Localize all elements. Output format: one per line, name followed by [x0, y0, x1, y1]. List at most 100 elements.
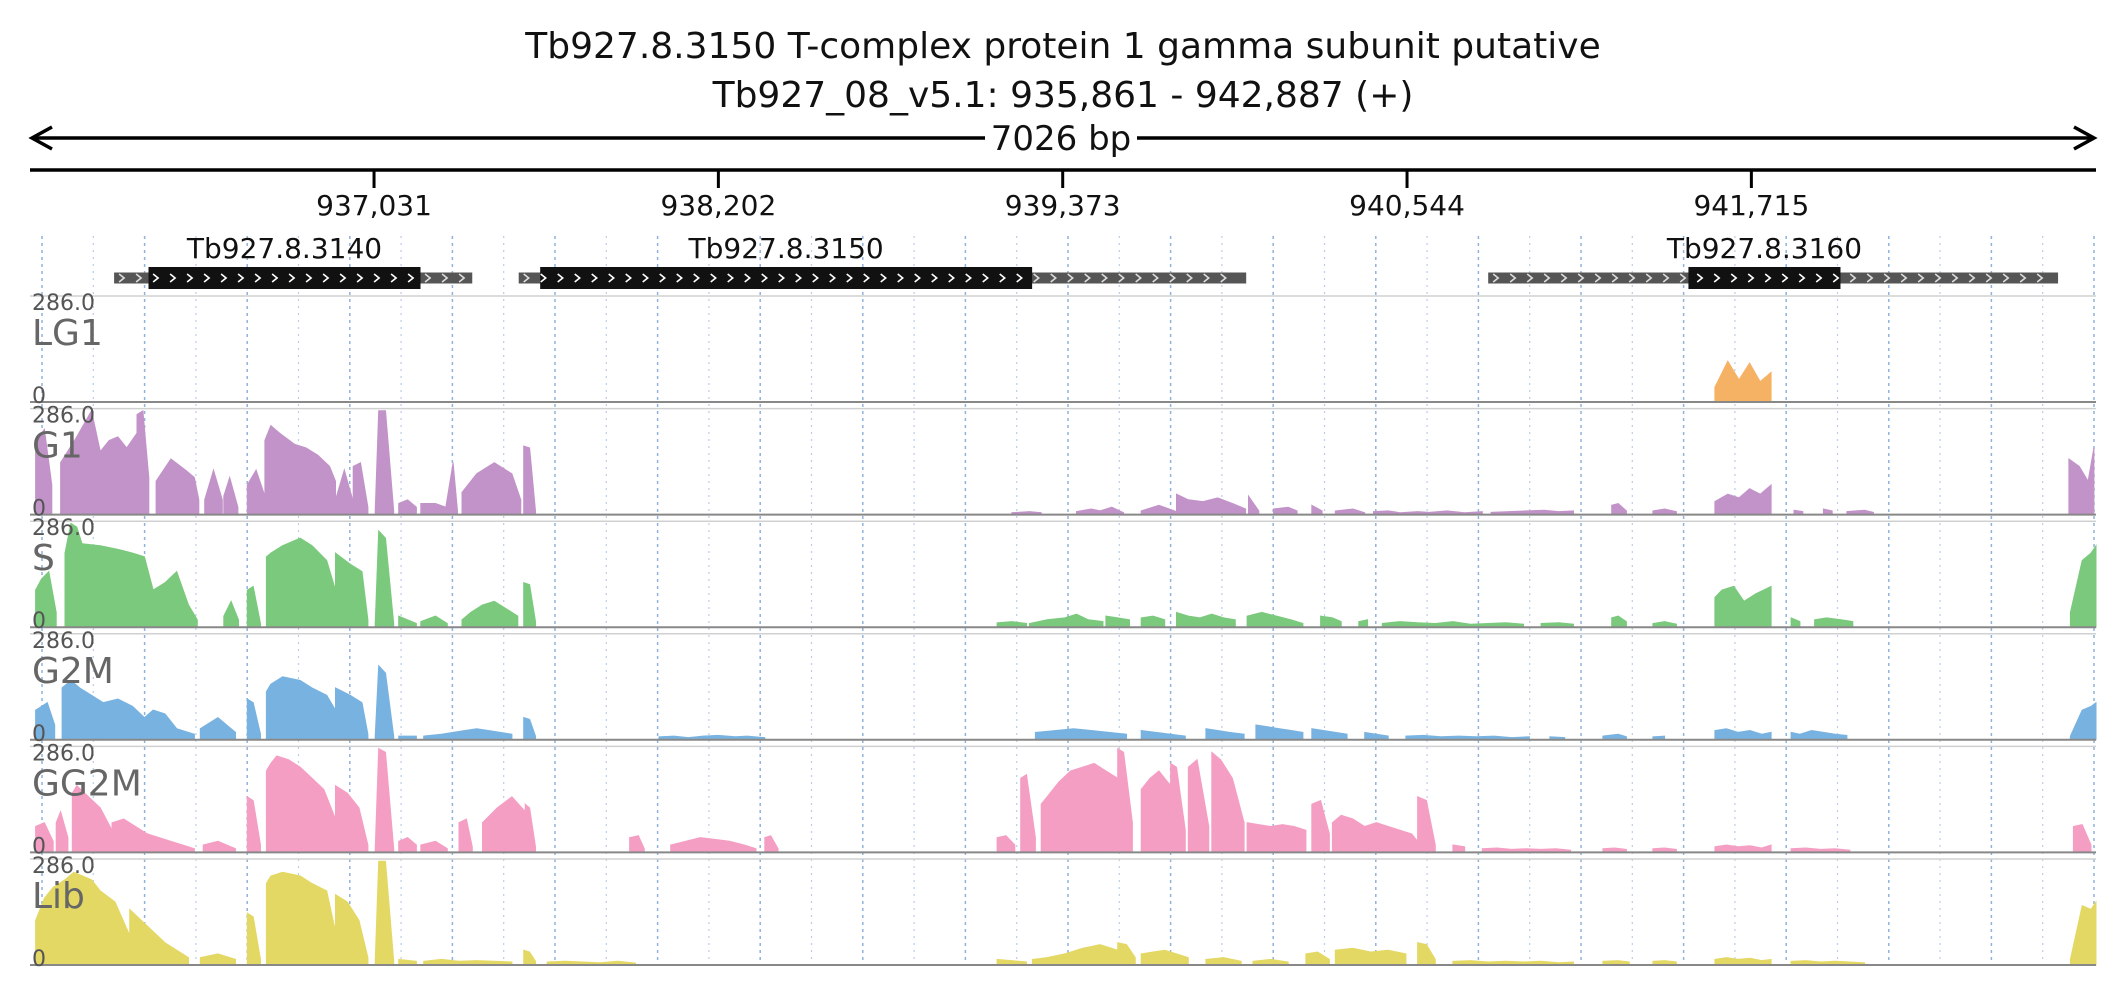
coverage-area: [1381, 621, 1524, 628]
coverage-area: [523, 716, 536, 741]
track-ymax-label: 286.0: [32, 404, 95, 429]
coverage-area: [1176, 493, 1247, 516]
coverage-area: [2072, 824, 2092, 853]
strand-arrow: [1135, 273, 1142, 283]
strand-arrow: [1985, 273, 1993, 283]
strand-arrow: [1917, 273, 1925, 283]
coverage-tracks: 286.00LG1286.00G1286.00S286.00G2M286.00G…: [30, 291, 2097, 972]
coverage-area: [1020, 773, 1036, 853]
strand-arrow: [557, 273, 564, 283]
span-label: 7026 bp: [991, 119, 1132, 159]
coverage-area: [1452, 960, 1574, 966]
coverage-area: [1334, 947, 1407, 966]
strand-arrow: [880, 273, 887, 283]
coverage-area: [1311, 728, 1348, 741]
strand-arrow: [1526, 273, 1534, 283]
strand-arrow: [1696, 273, 1704, 283]
coverage-area: [524, 803, 536, 853]
coverage-area: [458, 818, 473, 853]
chart-subtitle: Tb927_08_v5.1: 935,861 - 942,887 (+): [712, 75, 1414, 116]
coverage-area: [1255, 724, 1304, 741]
strand-arrow: [1900, 273, 1908, 283]
strand-arrow: [625, 273, 632, 283]
coverage-area: [1358, 619, 1369, 628]
strand-arrow: [846, 273, 853, 283]
track-name-label: G2M: [32, 651, 114, 692]
strand-arrow: [1679, 273, 1687, 283]
coverage-area: [199, 953, 236, 966]
gene-model: Tb927.8.3150: [518, 232, 1247, 289]
coverage-area: [352, 461, 369, 516]
strand-arrow: [812, 273, 819, 283]
coverage-area: [1417, 796, 1436, 853]
coverage-area: [374, 747, 395, 853]
coverage-area: [1140, 949, 1189, 966]
strand-arrow: [829, 273, 836, 283]
coverage-area: [523, 582, 536, 628]
gene-label: Tb927.8.3160: [1666, 232, 1862, 265]
coverage-area: [1140, 729, 1186, 741]
strand-arrow: [1628, 273, 1636, 283]
strand-arrow: [271, 273, 279, 283]
strand-arrow: [424, 273, 432, 283]
strand-arrow: [1118, 273, 1125, 283]
coverage-area: [55, 810, 69, 853]
track-ymin-label: 0: [32, 497, 46, 522]
strand-arrow: [1832, 273, 1840, 283]
coverage-area: [223, 475, 239, 516]
coverage-area: [1205, 728, 1245, 741]
strand-arrow: [1883, 273, 1891, 283]
coverage-area: [1481, 847, 1571, 853]
strand-arrow: [727, 273, 734, 283]
strand-arrow: [1186, 273, 1193, 283]
track-ymin-label: 0: [32, 609, 46, 634]
strand-arrow: [390, 273, 398, 283]
span-arrow-left-head: [28, 125, 53, 151]
track-g2m: 286.0 0 G2M: [30, 629, 2097, 747]
axis-tick-label: 939,373: [1005, 189, 1121, 222]
coverage-area: [264, 424, 336, 516]
coverage-area: [1714, 483, 1772, 516]
strand-arrow: [863, 273, 870, 283]
coverage-area: [246, 698, 261, 741]
strand-arrow: [1492, 273, 1500, 283]
coverage-area: [482, 796, 526, 853]
strand-arrow: [458, 273, 466, 283]
coverage-area: [523, 445, 536, 516]
strand-arrow: [676, 273, 683, 283]
strand-arrow: [237, 273, 245, 283]
coverage-area: [1714, 844, 1772, 853]
strand-arrow: [1033, 273, 1040, 283]
coverage-area: [335, 893, 369, 966]
coverage-area: [1117, 747, 1133, 853]
coverage-area: [2069, 900, 2097, 966]
coverage-area: [1611, 502, 1627, 516]
strand-arrow: [339, 273, 347, 283]
strand-arrow: [1747, 273, 1755, 283]
coverage-area: [523, 949, 536, 966]
coverage-area: [1305, 951, 1330, 966]
coverage-area: [420, 462, 458, 516]
axis-tick-label: 940,544: [1349, 189, 1465, 222]
coverage-area: [1320, 615, 1342, 628]
coverage-area: [374, 860, 395, 966]
strand-arrow: [1050, 273, 1057, 283]
strand-arrow: [608, 273, 615, 283]
coverage-area: [1076, 506, 1125, 516]
strand-arrow: [1866, 273, 1874, 283]
coverage-area: [335, 687, 369, 741]
coverage-area: [461, 462, 522, 516]
strand-arrow: [135, 273, 143, 283]
coverage-area: [1490, 509, 1574, 516]
track-name-label: LG1: [32, 313, 103, 354]
coverage-area: [335, 552, 369, 628]
coverage-area: [658, 734, 766, 741]
span-indicator: 7026 bp: [28, 119, 2098, 159]
strand-arrow: [2036, 273, 2044, 283]
strand-arrow: [1509, 273, 1517, 283]
coverage-area: [199, 716, 236, 741]
coverage-area: [1311, 504, 1323, 516]
strand-arrow: [795, 273, 802, 283]
track-ymax-label: 286.0: [32, 741, 95, 766]
strand-arrow: [254, 273, 262, 283]
